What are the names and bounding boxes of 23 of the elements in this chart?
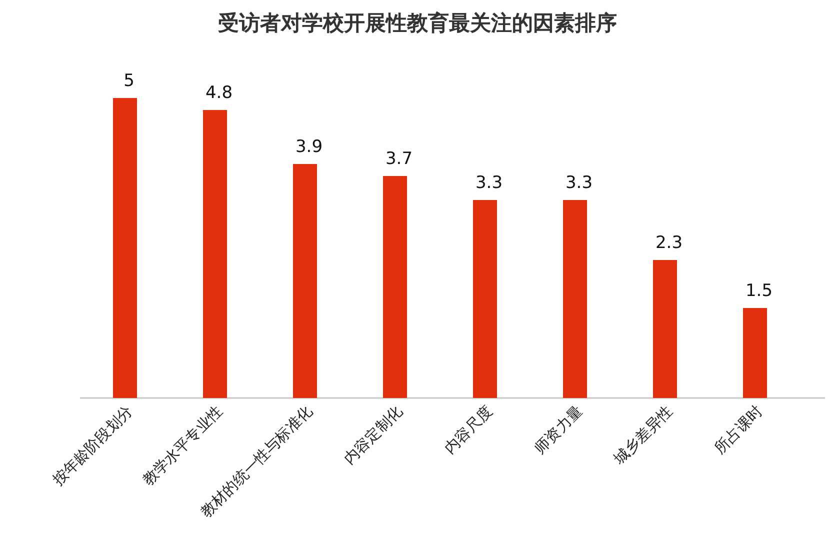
data-label: 3.9 <box>295 137 323 157</box>
bar <box>113 98 137 398</box>
data-label: 2.3 <box>655 233 683 253</box>
data-label: 3.7 <box>385 149 413 169</box>
x-tick-label: 按年龄阶段划分 <box>48 402 136 490</box>
data-label: 1.5 <box>745 281 773 301</box>
bar <box>383 176 407 398</box>
chart-title: 受访者对学校开展性教育最关注的因素排序 <box>218 11 617 35</box>
data-label: 4.8 <box>205 83 233 103</box>
bar <box>203 110 227 398</box>
bar <box>563 200 587 398</box>
x-tick-label: 所占课时 <box>710 402 766 458</box>
x-tick-label: 内容定制化 <box>340 402 406 468</box>
x-tick-label: 内容尺度 <box>440 402 496 458</box>
bar <box>653 260 677 398</box>
x-tick-label: 城乡差异性 <box>609 402 676 469</box>
data-label: 3.3 <box>565 173 593 193</box>
data-label: 5 <box>124 71 134 91</box>
x-tick-label: 师资力量 <box>530 402 586 458</box>
bar <box>473 200 497 398</box>
data-label: 3.3 <box>475 173 503 193</box>
bar <box>293 164 317 398</box>
bar <box>743 308 767 398</box>
